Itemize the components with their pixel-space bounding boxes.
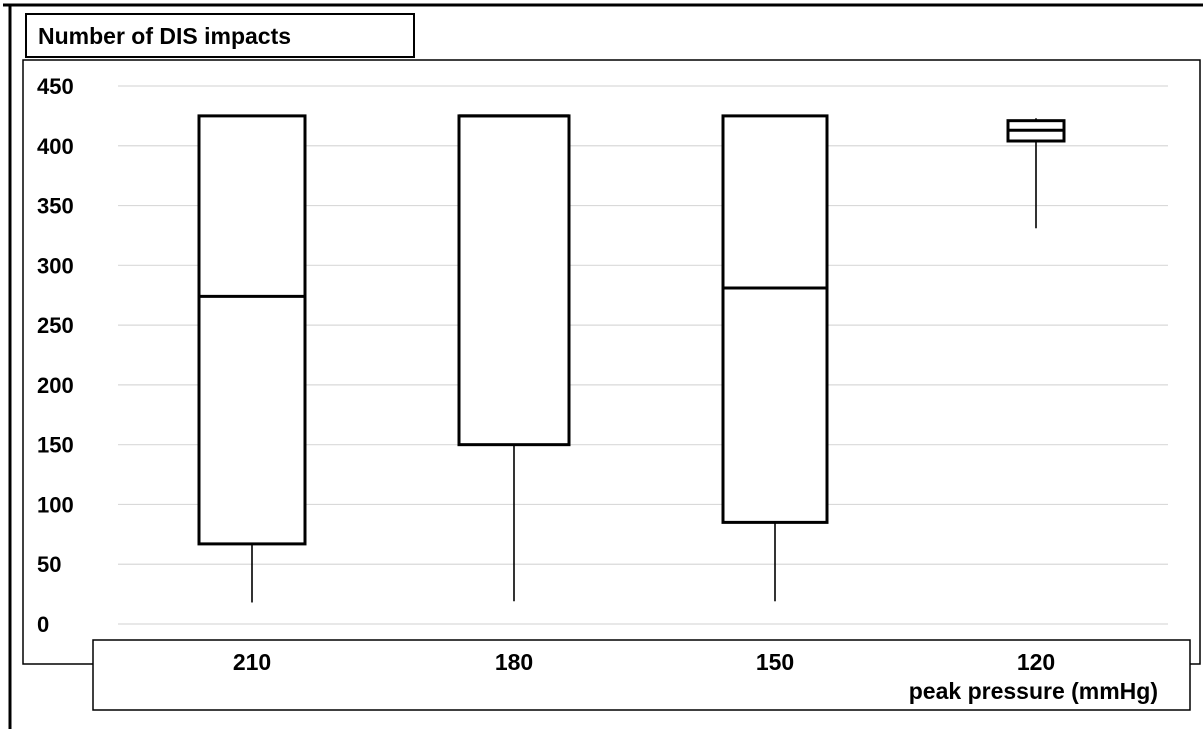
box-180 bbox=[457, 114, 571, 602]
category-label: 210 bbox=[233, 649, 271, 675]
y-tick-label: 50 bbox=[37, 552, 61, 577]
title-box bbox=[25, 13, 415, 58]
x-axis-categories: 210 180 150 120 bbox=[233, 649, 1055, 675]
box-210 bbox=[197, 114, 307, 603]
y-tick-label: 200 bbox=[37, 373, 74, 398]
category-label: 150 bbox=[756, 649, 794, 675]
boxes bbox=[197, 114, 1066, 603]
y-tick-label: 300 bbox=[37, 253, 74, 278]
box-body bbox=[721, 114, 829, 524]
box-150 bbox=[721, 114, 829, 602]
category-label: 180 bbox=[495, 649, 533, 675]
category-box bbox=[92, 639, 1191, 711]
chart-title: Number of DIS impacts bbox=[38, 23, 291, 49]
y-tick-label: 150 bbox=[37, 433, 74, 458]
y-tick-label: 0 bbox=[37, 612, 49, 637]
y-tick-label: 100 bbox=[37, 492, 74, 517]
box-120 bbox=[1006, 118, 1066, 229]
y-tick-label: 250 bbox=[37, 313, 74, 338]
box-body bbox=[197, 114, 307, 546]
y-tick-label: 450 bbox=[37, 74, 74, 99]
x-axis-label: peak pressure (mmHg) bbox=[909, 678, 1158, 704]
y-axis-ticks: 0 50 100 150 200 250 300 350 400 450 bbox=[37, 74, 74, 637]
y-tick-label: 400 bbox=[37, 134, 74, 159]
box-body bbox=[457, 114, 571, 447]
y-tick-label: 350 bbox=[37, 194, 74, 219]
category-label: 120 bbox=[1017, 649, 1055, 675]
